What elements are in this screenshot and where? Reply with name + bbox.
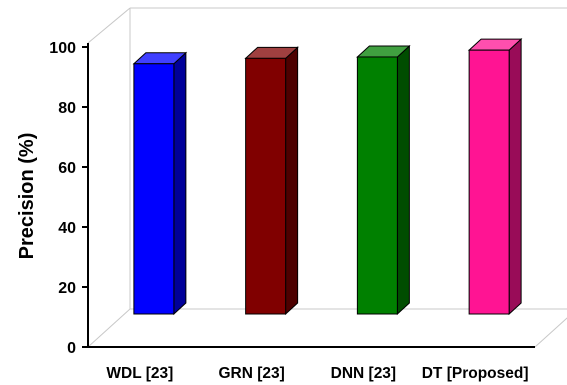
bar-side <box>396 44 410 316</box>
y-tick-label: 60 <box>58 160 76 177</box>
y-axis-title: Precision (%) <box>16 133 38 260</box>
floor-right-edge <box>534 317 567 348</box>
bar-front <box>356 56 398 315</box>
bar-front <box>133 63 175 315</box>
y-tick-label: 80 <box>58 100 76 117</box>
category-labels: WDL [23] GRN [23] DNN [23] DT [Proposed] <box>106 365 528 382</box>
bar-1 <box>244 46 299 316</box>
y-tick-label: 100 <box>49 40 76 57</box>
x-tick-label: WDL [23] <box>106 365 173 382</box>
bar-3 <box>467 38 523 316</box>
y-axis: 0 20 40 60 80 100 <box>49 40 535 357</box>
bar-side <box>173 51 187 316</box>
bars <box>132 38 523 316</box>
y-tick-label: 0 <box>67 340 76 357</box>
chart-box <box>87 7 567 348</box>
bar-side <box>285 46 299 316</box>
y-tick-label: 20 <box>58 280 76 297</box>
x-tick-label: GRN [23] <box>218 365 284 382</box>
bar-side <box>508 38 522 316</box>
bar-2 <box>356 44 411 316</box>
x-tick-label: DNN [23] <box>331 365 396 382</box>
bar-front <box>468 49 510 315</box>
y-tick-label: 40 <box>58 220 76 237</box>
floor-left-edge <box>87 308 131 348</box>
top-left-depth-edge <box>87 7 131 44</box>
x-tick-label: DT [Proposed] <box>422 365 529 382</box>
bar-front <box>245 57 287 315</box>
bar-0 <box>132 51 188 316</box>
